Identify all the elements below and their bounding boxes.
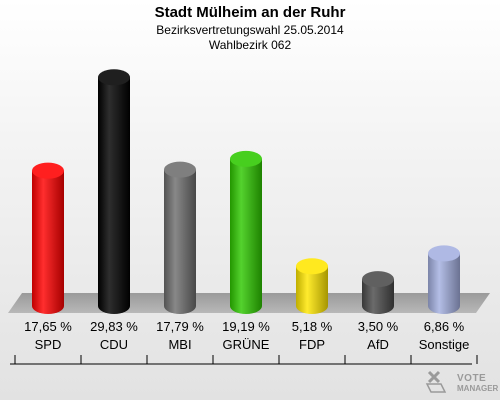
bar-top [164, 161, 196, 178]
bar-body [98, 77, 130, 314]
category-label: MBI [168, 337, 191, 352]
bar-body [230, 158, 262, 314]
bar-top [32, 162, 64, 179]
chart-subtitle-district: Wahlbezirk 062 [209, 38, 292, 52]
watermark-vote: VOTE [457, 373, 486, 384]
bars-group [32, 69, 460, 314]
category-label: FDP [299, 337, 325, 352]
bar-top [428, 245, 460, 262]
value-label: 19,19 % [222, 319, 270, 334]
category-label: SPD [35, 337, 62, 352]
bar-top [362, 271, 394, 288]
bar-spd [32, 162, 64, 314]
value-label: 3,50 % [358, 319, 399, 334]
category-label: GRÜNE [223, 337, 270, 352]
bar-body [362, 279, 394, 314]
chart-title: Stadt Mülheim an der Ruhr [155, 4, 346, 21]
bar-body [32, 170, 64, 314]
category-label: CDU [100, 337, 128, 352]
bar-top [98, 69, 130, 86]
value-label: 29,83 % [90, 319, 138, 334]
bar-afd [362, 271, 394, 314]
category-label: AfD [367, 337, 389, 352]
value-label: 6,86 % [424, 319, 465, 334]
ballot-cross-icon [425, 370, 447, 393]
value-label: 17,65 % [24, 319, 72, 334]
bar-gr-ne [230, 150, 262, 314]
bar-fdp [296, 258, 328, 314]
bar-top [296, 258, 328, 275]
bar-body [428, 253, 460, 314]
value-labels-group: 17,65 % 29,83 % 17,79 % 19,19 % 5,18 % 3,50 %… [24, 319, 465, 334]
bar-body [296, 266, 328, 314]
category-label: Sonstige [419, 337, 470, 352]
vote-manager-logo: VOTE MANAGER [425, 370, 499, 393]
category-ticks-group [14, 355, 478, 364]
bar-sonstige [428, 245, 460, 314]
bar-body [164, 169, 196, 314]
bar-top [230, 150, 262, 167]
bar-cdu [98, 69, 130, 314]
category-labels-group: SPD CDU MBI GRÜNE FDP AfD Sonstige [35, 337, 470, 352]
value-label: 17,79 % [156, 319, 204, 334]
watermark-manager: MANAGER [457, 384, 499, 393]
value-label: 5,18 % [292, 319, 333, 334]
bar-mbi [164, 161, 196, 314]
chart-subtitle: Bezirksvertretungswahl 25.05.2014 [156, 23, 344, 37]
